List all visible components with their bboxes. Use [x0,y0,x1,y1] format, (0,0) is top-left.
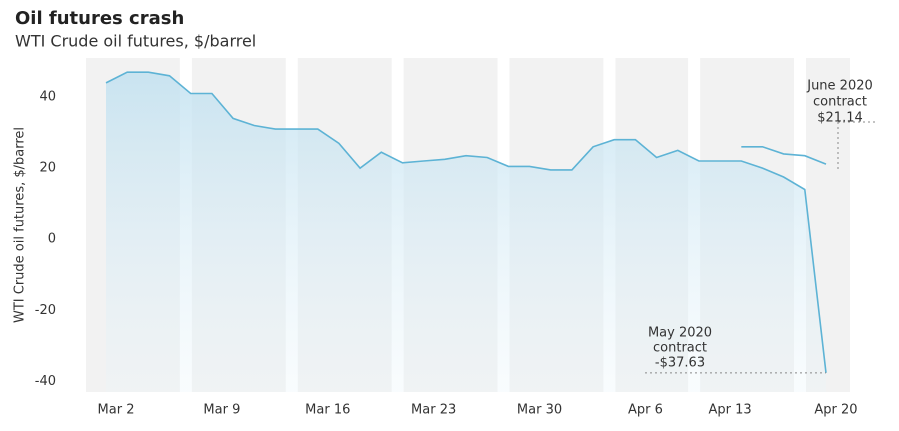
y-tick-label: -20 [35,303,56,318]
leader [837,121,876,170]
y-tick-label: 20 [39,161,56,176]
x-tick-label: Apr 6 [628,403,663,418]
line [105,71,827,373]
x-tick-label: Mar 2 [98,403,135,418]
x-tick-label: Mar 16 [305,403,350,418]
chart-subtitle: WTI Crude oil futures, $/barrel [15,32,256,51]
x-tick-label: Mar 9 [203,403,240,418]
annotation: contract [653,341,707,356]
y-tick-label: 40 [39,90,56,105]
annotation: $21.14 [817,111,863,126]
x-tick-label: Apr 20 [814,403,857,418]
y-tick-label: 0 [48,232,56,247]
chart-title: Oil futures crash [15,8,184,29]
annotation: May 2020 [648,326,712,341]
line [741,146,827,165]
y-tick-label: -40 [35,374,56,389]
annotation: June 2020 [806,79,873,94]
area [106,72,826,392]
annotation: contract [813,95,867,110]
y-axis-label: WTI Crude oil futures, $/barrel [13,127,28,323]
x-tick-label: Mar 30 [517,403,562,418]
x-tick-label: Apr 13 [709,403,752,418]
annotation: -$37.63 [655,356,705,371]
x-tick-label: Mar 23 [411,403,456,418]
